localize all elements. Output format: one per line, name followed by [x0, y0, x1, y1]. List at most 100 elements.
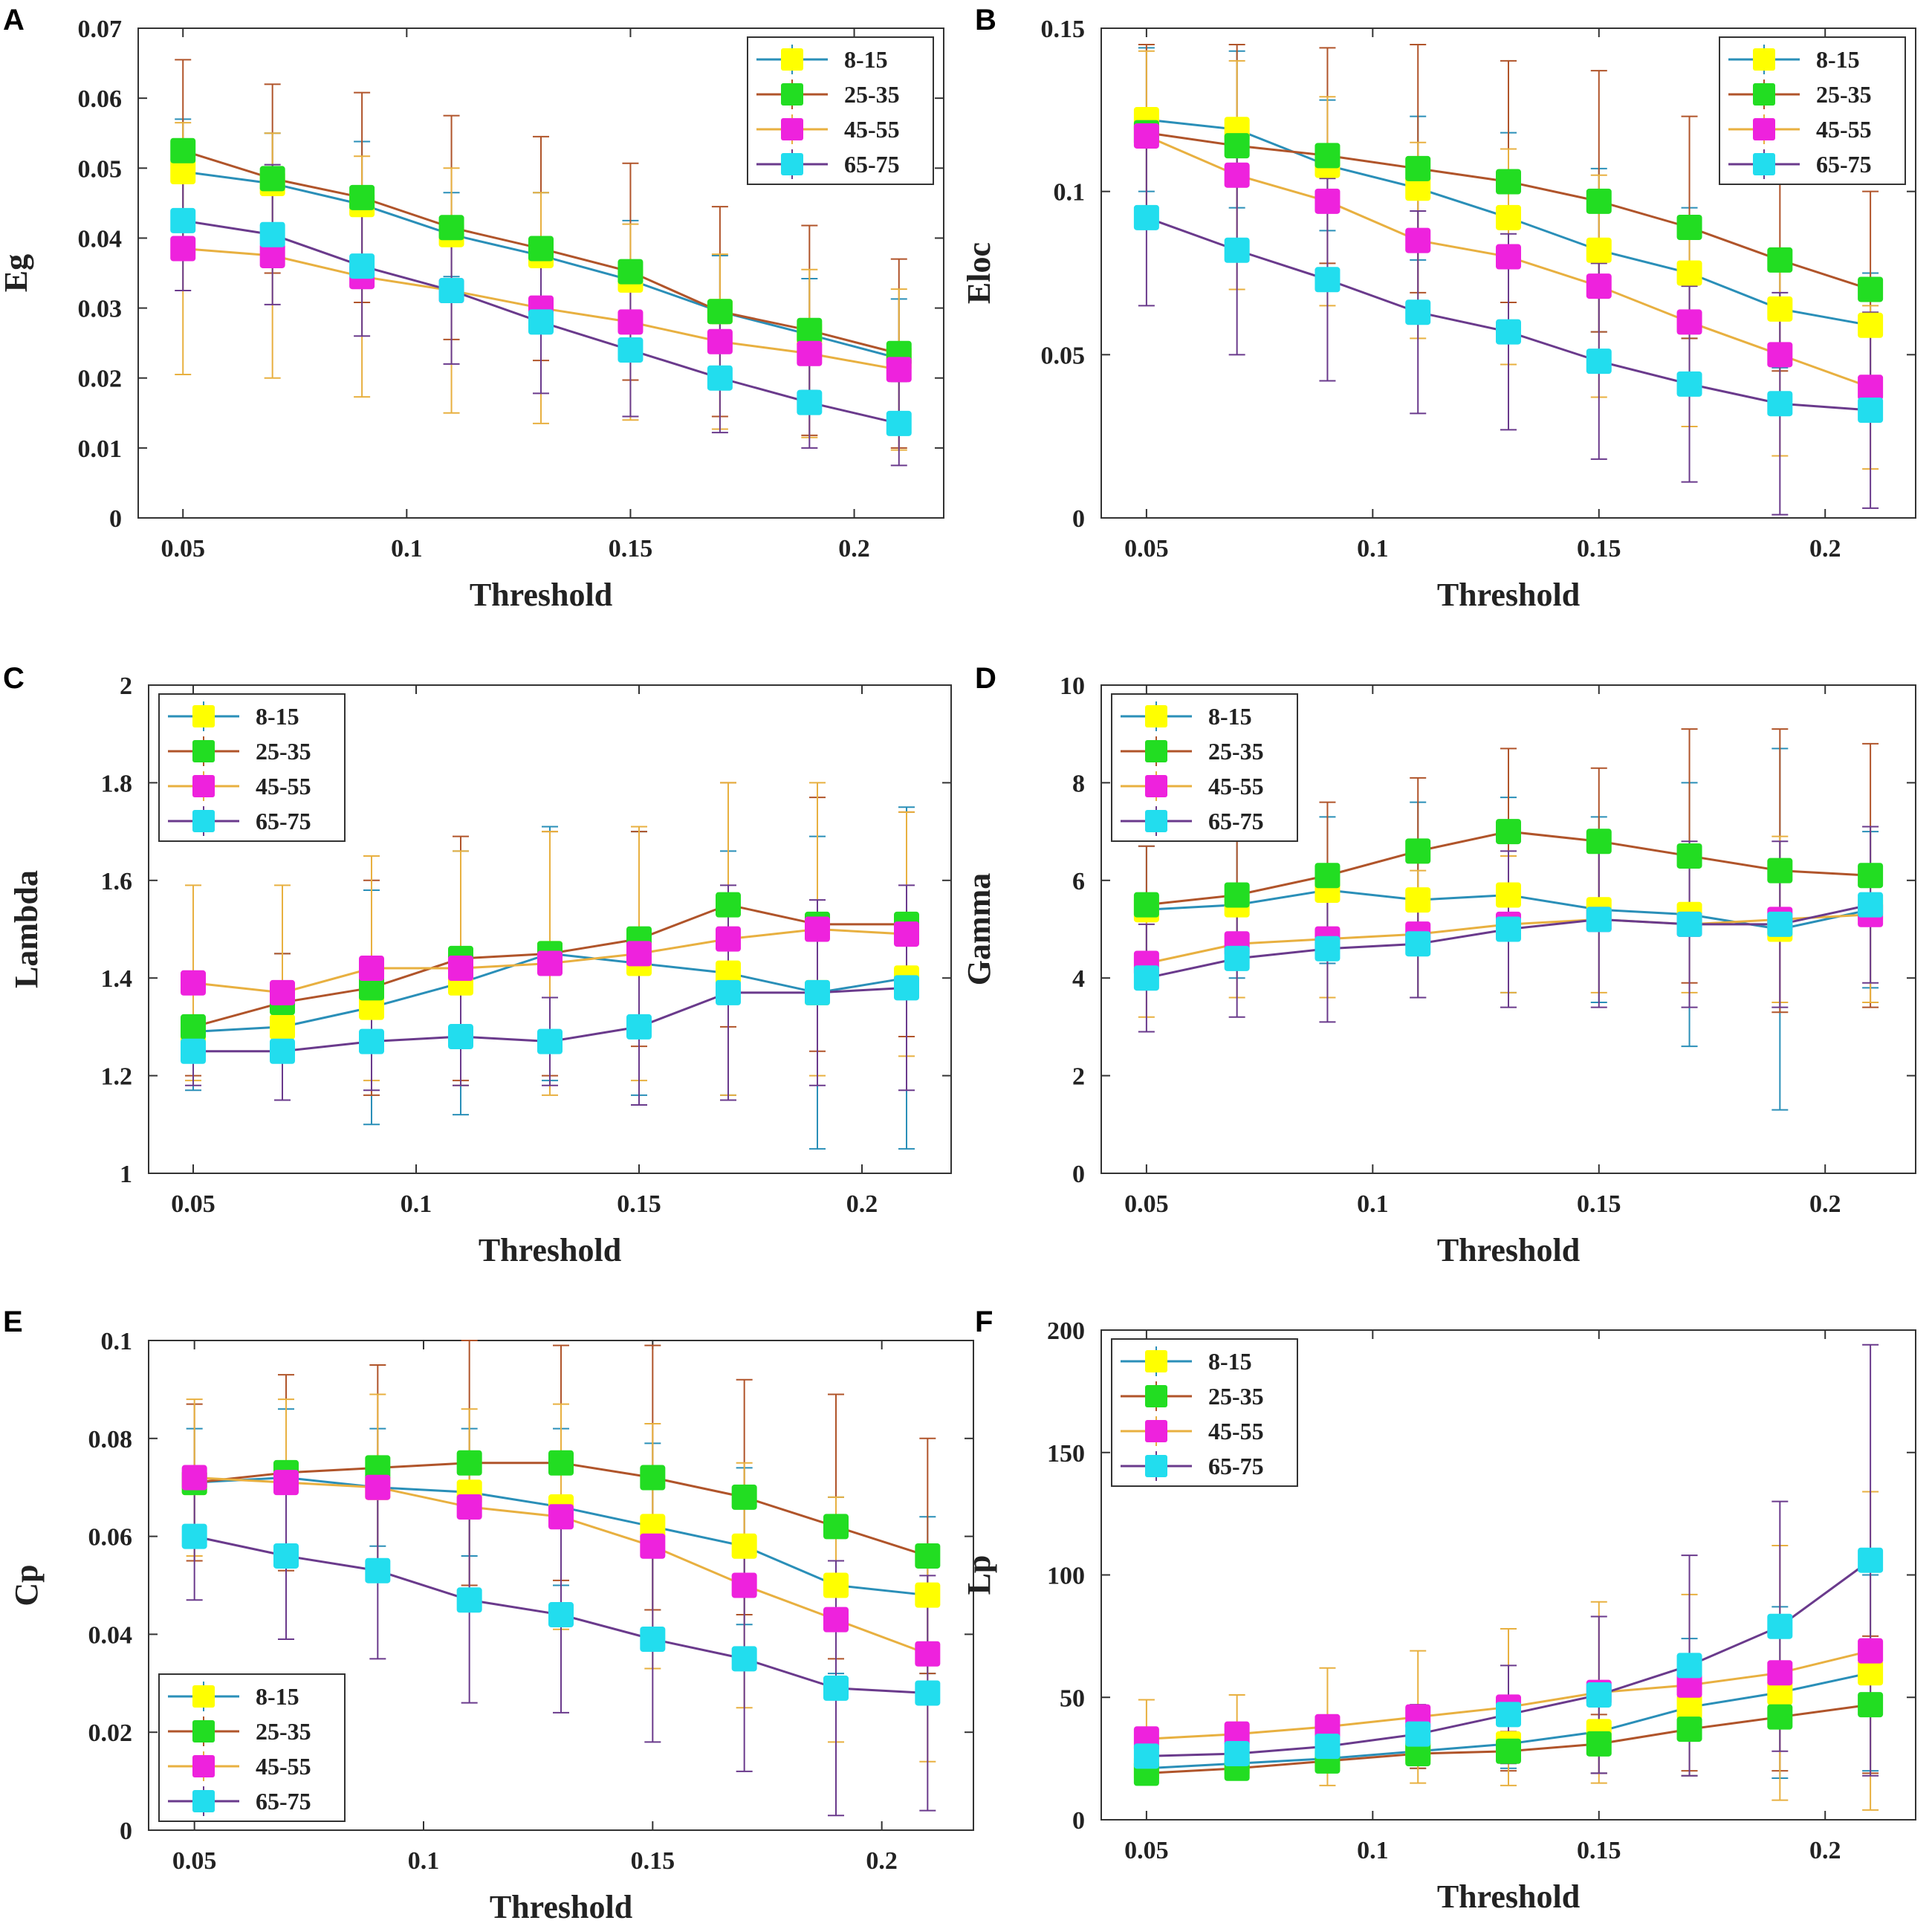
legend-label: 25-35: [1208, 738, 1264, 765]
legend: 8-15 25-35 45-55 65-75: [747, 36, 934, 185]
y-tick-label: 0.07: [78, 16, 123, 43]
data-point: [1586, 273, 1612, 299]
x-tick-label: 0.2: [838, 535, 870, 563]
legend-marker: [192, 1790, 215, 1812]
series-layer: [170, 59, 912, 467]
data-point: [716, 960, 741, 986]
data-point: [181, 1465, 207, 1491]
data-point: [528, 236, 554, 262]
data-point: [1224, 882, 1250, 908]
y-tick-label: 0.1: [101, 1328, 133, 1355]
data-point: [1586, 188, 1612, 214]
legend-label: 45-55: [256, 1753, 311, 1780]
y-tick-label: 1.8: [101, 770, 133, 797]
panel-C: C 0.05 0.1 0.15 0.2 1 1.2 1.4 1.6 1.8 2 Threshold L…: [3, 662, 952, 1268]
x-tick-label: 0.1: [408, 1847, 440, 1875]
legend-entry-45-55: 45-55: [168, 1751, 311, 1781]
data-point: [1315, 143, 1341, 169]
data-point: [823, 1675, 849, 1701]
y-tick-label: 0.04: [78, 225, 123, 253]
x-tick-label: 0.2: [1809, 535, 1841, 563]
legend-label: 65-75: [844, 151, 900, 178]
legend-entry-8-15: 8-15: [1121, 1346, 1252, 1376]
legend-box: [1111, 693, 1298, 842]
data-point: [1224, 1721, 1250, 1747]
x-tick-label: 0.05: [1124, 1837, 1169, 1864]
legend-label: 45-55: [1208, 773, 1264, 800]
y-tick-label: 0.04: [88, 1621, 133, 1649]
data-point: [456, 1587, 482, 1613]
legend-box: [1111, 1338, 1298, 1487]
data-point: [731, 1484, 757, 1510]
legend-marker: [1145, 1385, 1167, 1407]
panel-E: E 0.05 0.1 0.15 0.2 0 0.02 0.04 0.06 0.08 0.1 Thre…: [3, 1306, 974, 1925]
y-tick-label: 0.08: [88, 1426, 133, 1453]
data-point: [1496, 169, 1521, 195]
data-point: [617, 259, 644, 285]
x-tick-label: 0.15: [617, 1190, 661, 1218]
markers-25-35: [181, 1450, 941, 1569]
legend-marker: [1753, 48, 1775, 71]
x-tick-label: 0.2: [1809, 1837, 1841, 1864]
data-point: [273, 1543, 299, 1569]
data-point: [1767, 391, 1793, 417]
y-tick-label: 0.06: [78, 85, 123, 113]
y-tick-label: 0.02: [88, 1719, 133, 1747]
data-point: [1767, 857, 1793, 884]
legend-label: 65-75: [256, 808, 311, 834]
markers-65-75: [1133, 1547, 1884, 1769]
y-tick-label: 0.15: [1041, 16, 1086, 43]
y-tick-label: 6: [1072, 868, 1085, 895]
data-point: [886, 410, 912, 436]
legend-entry-45-55: 45-55: [168, 771, 311, 801]
data-point: [1767, 247, 1793, 273]
data-point: [1224, 133, 1250, 159]
markers-65-75: [181, 975, 919, 1064]
legend-marker: [192, 705, 215, 727]
data-point: [1767, 911, 1793, 937]
data-point: [1676, 1672, 1702, 1698]
y-tick-label: 8: [1072, 770, 1085, 797]
data-point: [1405, 299, 1431, 325]
data-point: [1767, 1704, 1793, 1730]
legend-entry-45-55: 45-55: [1121, 1416, 1264, 1446]
x-axis-title: Threshold: [479, 1232, 621, 1268]
data-point: [365, 1455, 391, 1481]
legend: 8-15 25-35 45-55 65-75: [158, 693, 346, 842]
data-point: [359, 956, 384, 982]
data-point: [1224, 1741, 1250, 1767]
panel-letter-E: E: [3, 1306, 23, 1338]
y-axis-title: Cp: [8, 1564, 45, 1606]
data-point: [894, 975, 919, 1001]
y-tick-label: 0.05: [78, 155, 123, 183]
data-point: [1676, 1694, 1702, 1720]
panel-letter-C: C: [3, 662, 25, 695]
data-point: [181, 1523, 207, 1549]
data-point: [1405, 931, 1431, 957]
legend: 8-15 25-35 45-55 65-75: [1719, 36, 1906, 185]
legend-entry-25-35: 25-35: [1121, 1381, 1264, 1411]
data-point: [640, 1465, 666, 1491]
series-layer: [181, 1340, 941, 1817]
data-point: [1496, 1738, 1521, 1764]
legend-marker: [781, 118, 803, 140]
legend-label: 25-35: [1816, 81, 1872, 108]
data-point: [1315, 1714, 1341, 1740]
legend-box: [1719, 36, 1906, 185]
legend-label: 25-35: [844, 81, 900, 108]
y-tick-label: 2: [1072, 1063, 1085, 1091]
data-point: [181, 970, 206, 996]
x-axis-title: Threshold: [490, 1889, 632, 1925]
y-tick-label: 10: [1060, 672, 1085, 700]
legend-marker: [781, 83, 803, 106]
y-tick-label: 0: [1072, 505, 1085, 533]
data-point: [270, 1014, 295, 1040]
y-axis-title: Eg: [0, 254, 34, 292]
legend-marker: [192, 740, 215, 762]
data-point: [1133, 965, 1159, 991]
data-point: [1676, 911, 1702, 937]
data-point: [640, 1533, 666, 1559]
data-point: [259, 242, 285, 268]
legend-marker: [1145, 1420, 1167, 1442]
